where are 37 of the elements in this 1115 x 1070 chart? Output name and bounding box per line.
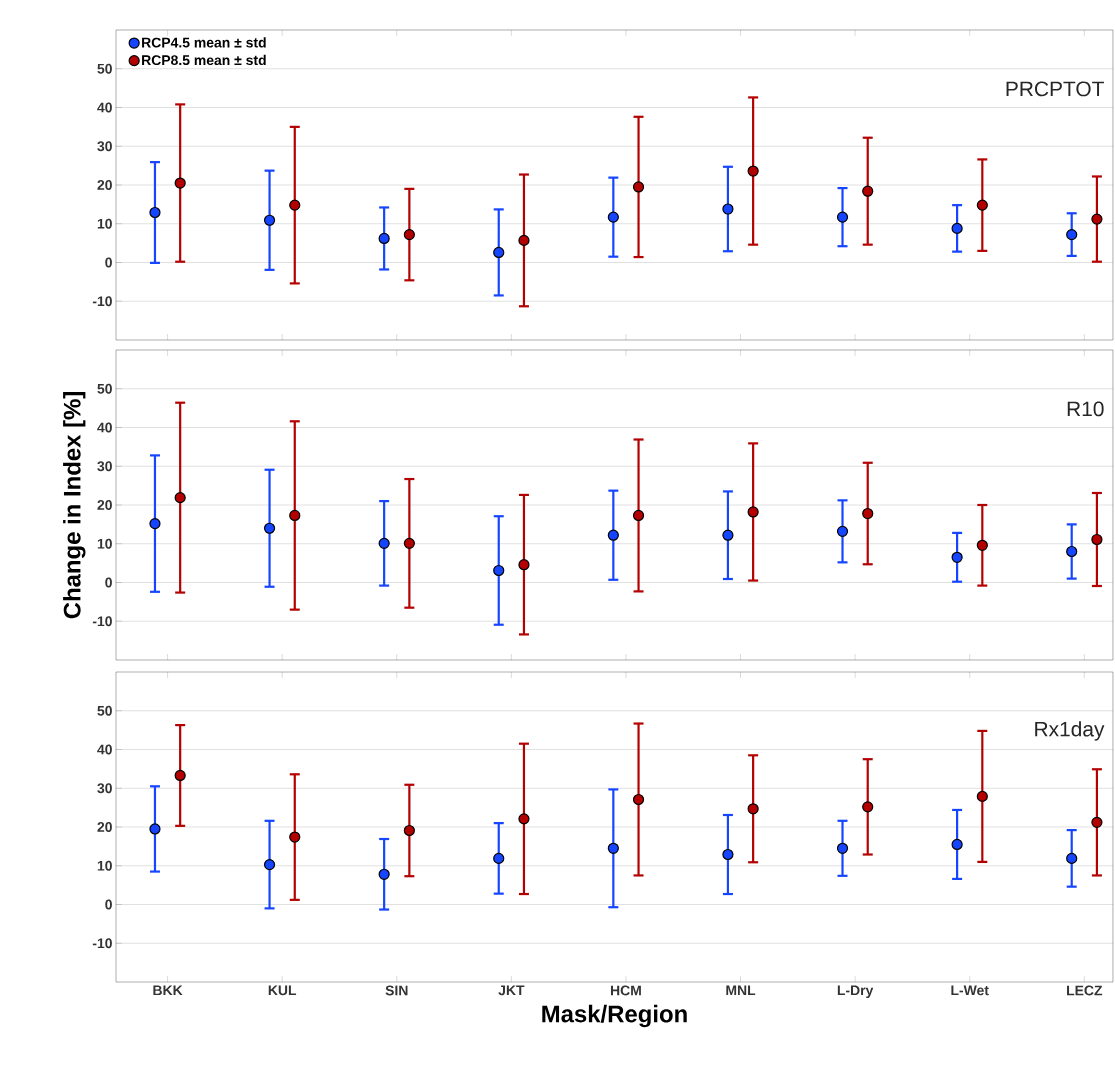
x-tick-label: MNL xyxy=(726,985,756,996)
annotation: PRCPTOT xyxy=(1006,81,1104,97)
x-tick-label: L-Dry xyxy=(837,985,874,999)
y-tick-label: -10 xyxy=(92,938,112,949)
y-tick-label: 40 xyxy=(97,102,112,113)
y-tick-label: 30 xyxy=(97,461,112,472)
x-tick-label: JKT xyxy=(498,985,525,996)
x-tick-label: HCM xyxy=(610,985,641,996)
x-axis-title: Mask/Region xyxy=(542,1004,687,1028)
y-tick-label: 0 xyxy=(105,899,112,910)
y-tick-label: -10 xyxy=(92,616,112,627)
y-tick-label: -10 xyxy=(92,296,112,307)
x-tick-label: SIN xyxy=(385,985,408,996)
x-tick-label: KUL xyxy=(268,985,297,996)
x-tick-label: LECZ xyxy=(1067,985,1103,996)
y-tick-label: 10 xyxy=(97,860,112,871)
y-tick-label: 20 xyxy=(97,500,112,510)
y-tick-label: 0 xyxy=(105,257,112,268)
y-axis-title: Change in Index [%] xyxy=(63,392,86,619)
annotation: R10 xyxy=(1067,401,1104,417)
x-tick-label: BKK xyxy=(153,985,183,996)
y-tick-label: 50 xyxy=(97,383,112,394)
y-tick-label: 10 xyxy=(97,538,112,549)
y-tick-label: 10 xyxy=(97,218,112,229)
y-tick-label: 0 xyxy=(105,577,112,588)
legend-label: RCP4.5 mean ± std xyxy=(142,37,266,48)
y-tick-label: 50 xyxy=(97,63,112,74)
y-tick-label: 40 xyxy=(97,422,112,433)
y-tick-label: 40 xyxy=(97,744,112,755)
x-tick-label: L-Wet xyxy=(951,985,989,996)
annotation: Rx1day xyxy=(1035,721,1105,741)
y-tick-label: 30 xyxy=(97,783,112,794)
y-tick-label: 50 xyxy=(97,705,112,716)
y-tick-label: 20 xyxy=(97,822,112,832)
y-tick-label: 30 xyxy=(97,141,112,152)
y-tick-label: 20 xyxy=(97,180,112,190)
legend-label: RCP8.5 mean ± std xyxy=(142,54,266,66)
